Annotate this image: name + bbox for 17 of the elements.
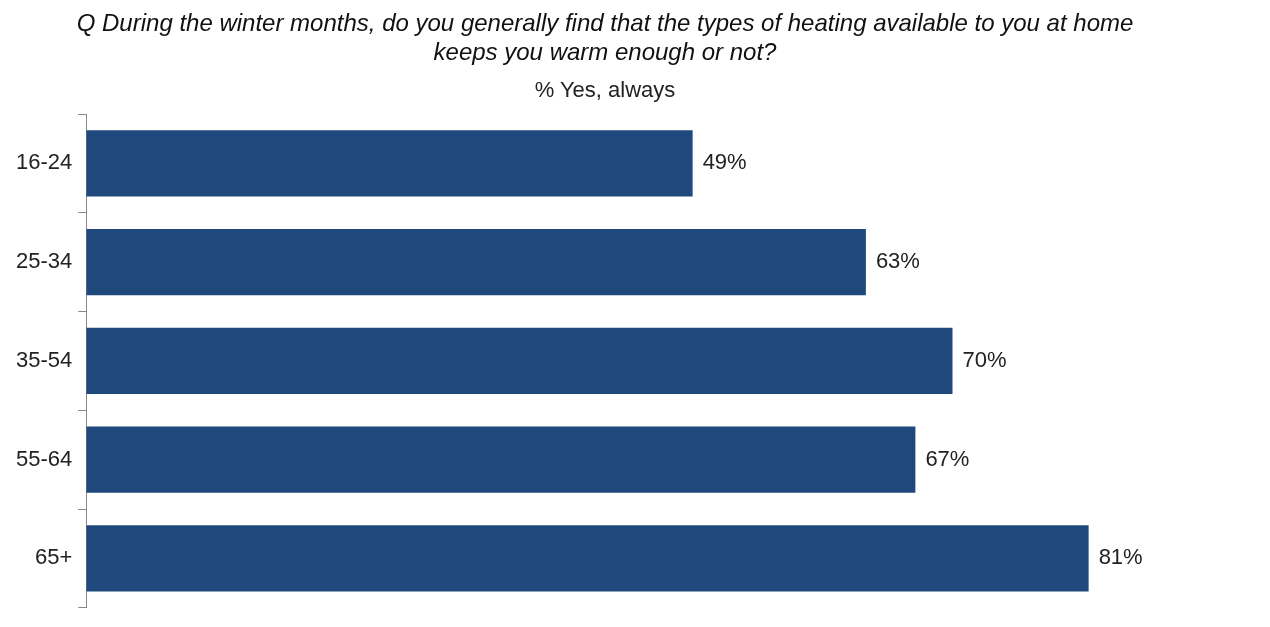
chart-subtitle: % Yes, always — [534, 76, 676, 102]
bar — [86, 327, 953, 394]
y-tick-label: 35-54 — [15, 346, 73, 372]
data-label: 67% — [925, 445, 970, 471]
y-tick-label: 25-34 — [15, 248, 73, 274]
data-label: 49% — [702, 149, 747, 175]
data-label: 81% — [1098, 544, 1143, 570]
bar — [86, 426, 916, 493]
y-tick-label: 65+ — [34, 544, 73, 570]
bar — [86, 525, 1089, 592]
data-label: 63% — [875, 248, 920, 274]
bar — [86, 130, 693, 197]
bar — [86, 229, 866, 296]
y-tick-label: 16-24 — [15, 149, 73, 175]
y-tick-label: 55-64 — [15, 445, 73, 471]
data-label: 70% — [962, 346, 1007, 372]
chart-title: Q During the winter months, do you generally find that the types of heating available to you at home keeps you warm enough or not? — [76, 9, 1134, 65]
